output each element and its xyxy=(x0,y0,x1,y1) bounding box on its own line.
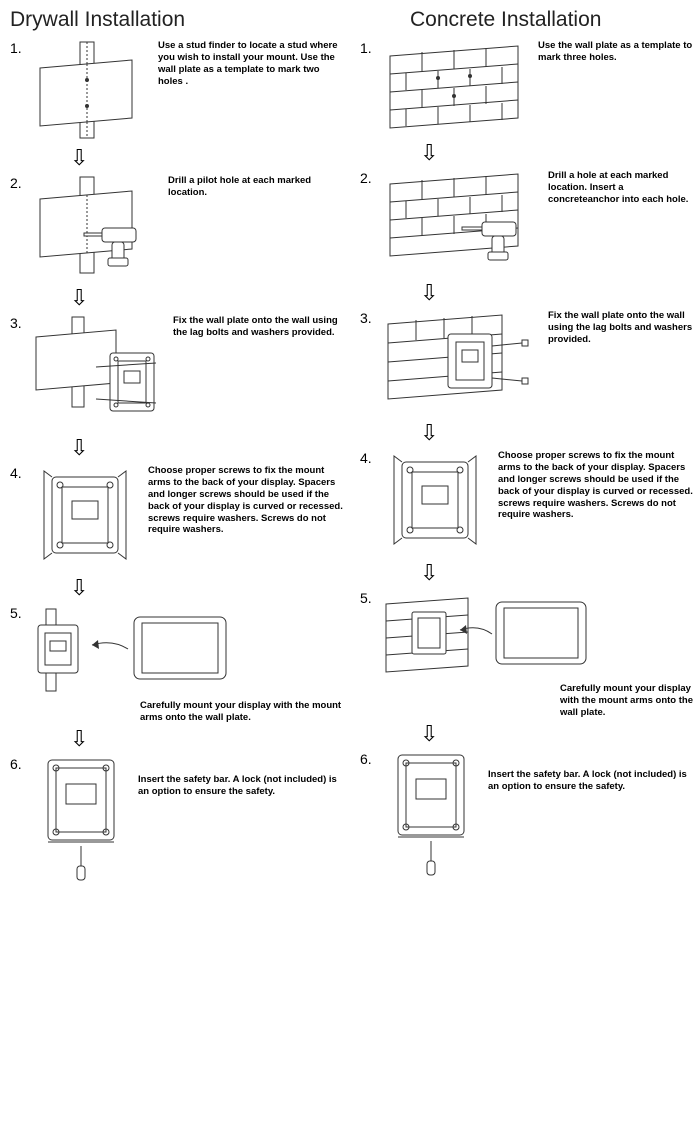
step-text: Carefully mount your display with the mo… xyxy=(10,698,344,724)
step-text: Choose proper screws to fix the mount ar… xyxy=(142,463,344,536)
step-text: Insert the safety bar. A lock (not inclu… xyxy=(482,749,694,793)
drywall-title: Drywall Installation xyxy=(10,8,344,32)
drywall-step-3: 3. xyxy=(10,313,344,433)
step-number: 1. xyxy=(360,38,382,56)
down-arrow-icon: ⇩ xyxy=(420,282,438,304)
drywall-step-5: 5. xyxy=(10,603,344,724)
down-arrow-icon: ⇩ xyxy=(70,147,88,169)
step-text: Fix the wall plate onto the wall using t… xyxy=(167,313,344,339)
concrete-step-4: 4. Choose proper screws to fix the mount… xyxy=(360,448,694,558)
concrete-step2-diagram xyxy=(382,168,542,278)
column-concrete: Concrete Installation 1. xyxy=(350,0,700,888)
step-number: 4. xyxy=(360,448,382,466)
arrow-row: ⇩ xyxy=(360,723,694,745)
step-text: Drill a pilot hole at each marked locati… xyxy=(162,173,344,199)
concrete-step6-diagram xyxy=(382,749,482,879)
column-drywall: Drywall Installation 1. xyxy=(0,0,350,888)
down-arrow-icon: ⇩ xyxy=(420,562,438,584)
down-arrow-icon: ⇩ xyxy=(70,728,88,750)
step-text: Use a stud finder to locate a stud where… xyxy=(152,38,344,88)
arrow-row: ⇩ xyxy=(360,422,694,444)
concrete-step4-diagram xyxy=(382,448,492,558)
step-number: 3. xyxy=(360,308,382,326)
step-text: Use the wall plate as a template to mark… xyxy=(532,38,694,64)
drywall-step-1: 1. Use a stud finder to locate a stu xyxy=(10,38,344,143)
concrete-step5-diagram xyxy=(382,588,592,683)
concrete-step-6: 6. Insert the safety bar. A lock (no xyxy=(360,749,694,879)
step-number: 2. xyxy=(10,173,32,191)
concrete-step-5: 5. xyxy=(360,588,694,719)
drywall-step-6: 6. Insert the safety ba xyxy=(10,754,344,884)
down-arrow-icon: ⇩ xyxy=(70,437,88,459)
drywall-step-4: 4. Choose proper screws to fix the m xyxy=(10,463,344,573)
step-number: 3. xyxy=(10,313,32,331)
arrow-row: ⇩ xyxy=(10,437,344,459)
step-number: 4. xyxy=(10,463,32,481)
drywall-step2-diagram xyxy=(32,173,162,283)
concrete-step1-diagram xyxy=(382,38,532,138)
step-number: 2. xyxy=(360,168,382,186)
step-number: 5. xyxy=(360,588,382,606)
down-arrow-icon: ⇩ xyxy=(70,287,88,309)
concrete-step3-diagram xyxy=(382,308,542,418)
arrow-row: ⇩ xyxy=(360,142,694,164)
page: Drywall Installation 1. xyxy=(0,0,700,888)
down-arrow-icon: ⇩ xyxy=(420,422,438,444)
step-number: 5. xyxy=(10,603,32,621)
arrow-row: ⇩ xyxy=(10,577,344,599)
step-text: Drill a hole at each marked location. In… xyxy=(542,168,694,206)
step-number: 6. xyxy=(360,749,382,767)
drywall-step1-diagram xyxy=(32,38,152,143)
concrete-step-2: 2. xyxy=(360,168,694,278)
down-arrow-icon: ⇩ xyxy=(70,577,88,599)
arrow-row: ⇩ xyxy=(10,287,344,309)
concrete-step-1: 1. xyxy=(360,38,694,138)
drywall-step5-diagram xyxy=(32,603,232,698)
concrete-title: Concrete Installation xyxy=(360,8,694,32)
down-arrow-icon: ⇩ xyxy=(420,723,438,745)
down-arrow-icon: ⇩ xyxy=(420,142,438,164)
drywall-step4-diagram xyxy=(32,463,142,573)
step-text: Fix the wall plate onto the wall using t… xyxy=(542,308,694,346)
concrete-step-3: 3. xyxy=(360,308,694,418)
drywall-step6-diagram xyxy=(32,754,132,884)
step-text: Carefully mount your display with the mo… xyxy=(360,683,694,719)
step-number: 1. xyxy=(10,38,32,56)
step-text: Insert the safety bar. A lock (not inclu… xyxy=(132,754,344,798)
drywall-step3-diagram xyxy=(32,313,167,433)
arrow-row: ⇩ xyxy=(10,147,344,169)
drywall-step-2: 2. xyxy=(10,173,344,283)
arrow-row: ⇩ xyxy=(10,728,344,750)
step-number: 6. xyxy=(10,754,32,772)
arrow-row: ⇩ xyxy=(360,282,694,304)
arrow-row: ⇩ xyxy=(360,562,694,584)
step-text: Choose proper screws to fix the mount ar… xyxy=(492,448,694,521)
